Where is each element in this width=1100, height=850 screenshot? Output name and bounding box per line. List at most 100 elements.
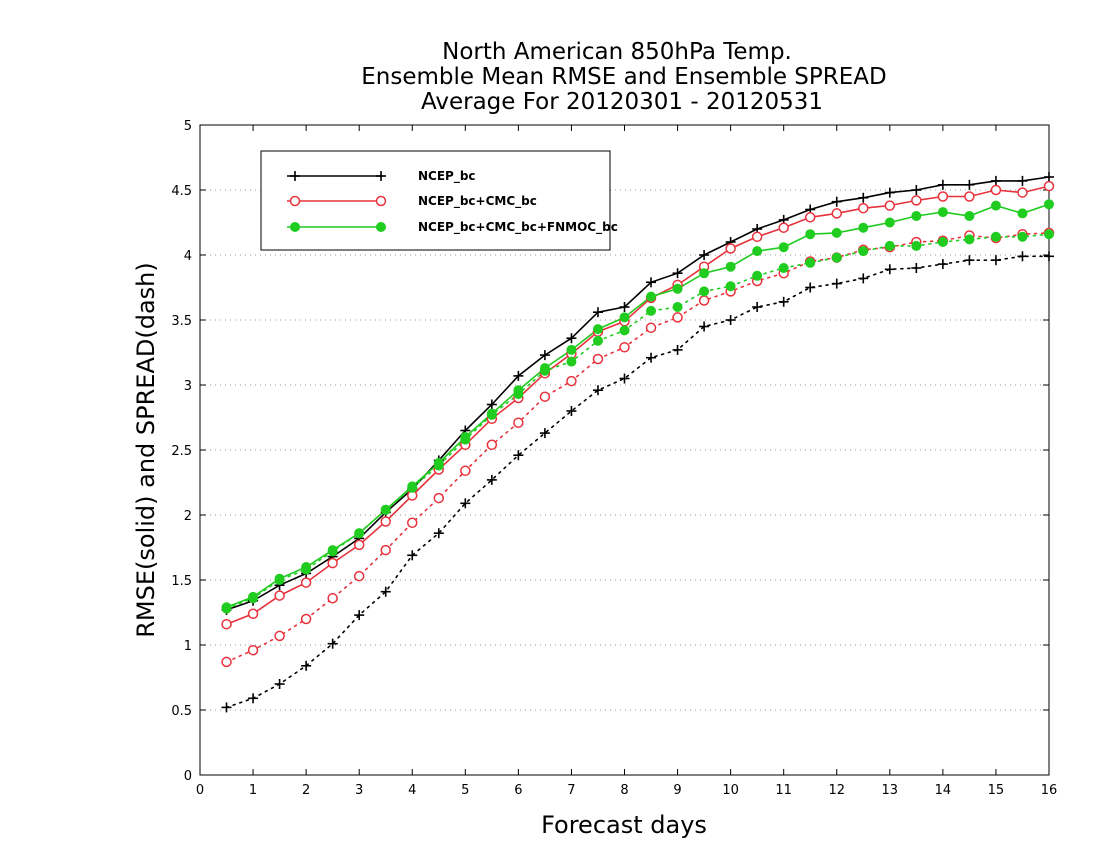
series-3-spread-point: [990, 231, 1001, 242]
series-2-rmse-point: [964, 191, 975, 202]
series-3-rmse-point: [248, 591, 259, 602]
series-2-rmse-point: [274, 590, 285, 601]
series-2-rmse-point: [221, 618, 232, 630]
series-3-rmse-point: [990, 200, 1001, 211]
x-tick-label: 1: [249, 783, 257, 798]
series-1-spread-point: [380, 586, 391, 597]
series-1-spread-point: [619, 373, 630, 384]
series-1-spread-point: [460, 498, 471, 509]
series-2-rmse-point: [831, 208, 842, 219]
series-3-rmse-point: [672, 283, 683, 294]
series-1-spread-point: [672, 344, 683, 355]
series-1-spread-point: [964, 255, 975, 266]
y-tick-label: 1: [184, 639, 192, 654]
series-1-spread-line: [225, 255, 1050, 709]
series-3-spread-point: [831, 252, 842, 263]
series-3-rmse-point: [274, 573, 285, 584]
legend-marker: [375, 195, 387, 207]
x-tick-label: 7: [567, 783, 575, 798]
series-3-spread-point: [805, 257, 816, 268]
series-3-rmse-point: [301, 562, 312, 572]
legend-marker: [376, 222, 386, 232]
series-3-spread-point: [937, 237, 948, 247]
x-tick-label: 15: [988, 783, 1005, 798]
series-2-spread-point: [645, 322, 657, 334]
series-2-rmse-point: [300, 577, 312, 588]
series-1-spread-point: [752, 302, 763, 312]
series-2-rmse-point: [1043, 180, 1055, 192]
series-3-spread-point: [1044, 229, 1054, 240]
series-1-rmse-point: [990, 175, 1001, 186]
series-1-spread-point: [990, 255, 1001, 266]
x-tick-label: 12: [828, 783, 845, 798]
series-2-rmse-point: [327, 557, 338, 569]
series-1-spread-point: [725, 315, 736, 325]
series-3-rmse-point: [221, 602, 232, 613]
series-1-spread-point: [1044, 251, 1054, 262]
series-2-spread-point: [513, 417, 524, 428]
x-tick-label: 3: [355, 783, 363, 798]
series-1-rmse-point: [858, 192, 869, 203]
series-3-rmse-point: [831, 227, 842, 238]
series-3-rmse-point: [752, 246, 763, 257]
x-tick-label: 11: [775, 783, 792, 798]
legend-marker: [376, 171, 386, 181]
y-tick-label: 0.5: [171, 704, 192, 719]
series-1-spread-point: [407, 550, 418, 561]
series-3-rmse-point: [725, 261, 736, 272]
series-2-rmse-point: [778, 222, 789, 233]
series-1-rmse-point: [513, 370, 524, 381]
x-tick-label: 4: [408, 783, 416, 798]
series-1-spread-point: [354, 610, 365, 621]
series-3-spread-point: [725, 281, 736, 292]
series-3-rmse-point: [699, 268, 710, 279]
series-1-spread-point: [248, 693, 259, 704]
series-2-spread-line: [225, 232, 1050, 663]
series-2-rmse-point: [1017, 187, 1028, 198]
series-3-spread-point: [566, 356, 577, 367]
series-1-rmse-point: [539, 350, 550, 361]
x-tick-label: 8: [620, 783, 628, 798]
series-1-rmse-point: [884, 187, 895, 198]
x-tick-label: 10: [722, 783, 739, 798]
series-3-rmse-point: [1017, 208, 1028, 219]
series-3-spread-point: [884, 240, 895, 251]
series-3-spread-point: [911, 240, 922, 251]
series-3-rmse-point: [646, 291, 657, 302]
series-1-rmse-point: [964, 179, 975, 190]
series-2-spread-point: [698, 295, 710, 306]
series: [221, 172, 1055, 713]
series-1-spread-point: [646, 352, 657, 363]
series-2-rmse-point: [247, 608, 259, 620]
series-3-rmse-point: [460, 432, 471, 442]
series-3-rmse-point: [513, 385, 524, 396]
axis-ticks: 00.511.522.533.544.550 1 2 3 4 5 6 7 8 9 10 11 12 13 1…: [171, 119, 1057, 798]
x-tick-label: 2: [302, 783, 310, 798]
series-2-rmse-point: [858, 202, 869, 214]
series-1-rmse-point: [1017, 175, 1028, 186]
chart-title-line-1: North American 850hPa Temp.: [442, 39, 792, 65]
series-2-rmse-point: [937, 191, 949, 202]
series-3-spread-point: [699, 286, 710, 297]
series-3-spread-point: [964, 234, 975, 245]
y-tick-label: 5: [184, 119, 192, 134]
series-1-rmse-point: [619, 302, 630, 312]
series-2-rmse-point: [353, 539, 365, 551]
series-2-rmse-point: [380, 516, 391, 527]
series-3-rmse-point: [884, 217, 895, 228]
series-2-spread-point: [592, 353, 604, 365]
series-3-spread-point: [778, 263, 789, 273]
series-3-rmse-point: [486, 408, 497, 419]
series-1-spread-point: [274, 679, 285, 689]
series-3-rmse-point: [937, 207, 948, 218]
series-3-spread-point: [752, 270, 763, 281]
series-2-spread-point: [539, 391, 551, 402]
series-3-rmse-point: [407, 481, 418, 492]
x-tick-label: 13: [882, 783, 899, 798]
series-2-spread-point: [433, 492, 445, 504]
series-3-rmse-point: [354, 528, 365, 539]
series-3-rmse-point: [805, 229, 816, 240]
series-1-rmse-point: [592, 307, 603, 318]
series-2-spread-point: [327, 592, 338, 604]
